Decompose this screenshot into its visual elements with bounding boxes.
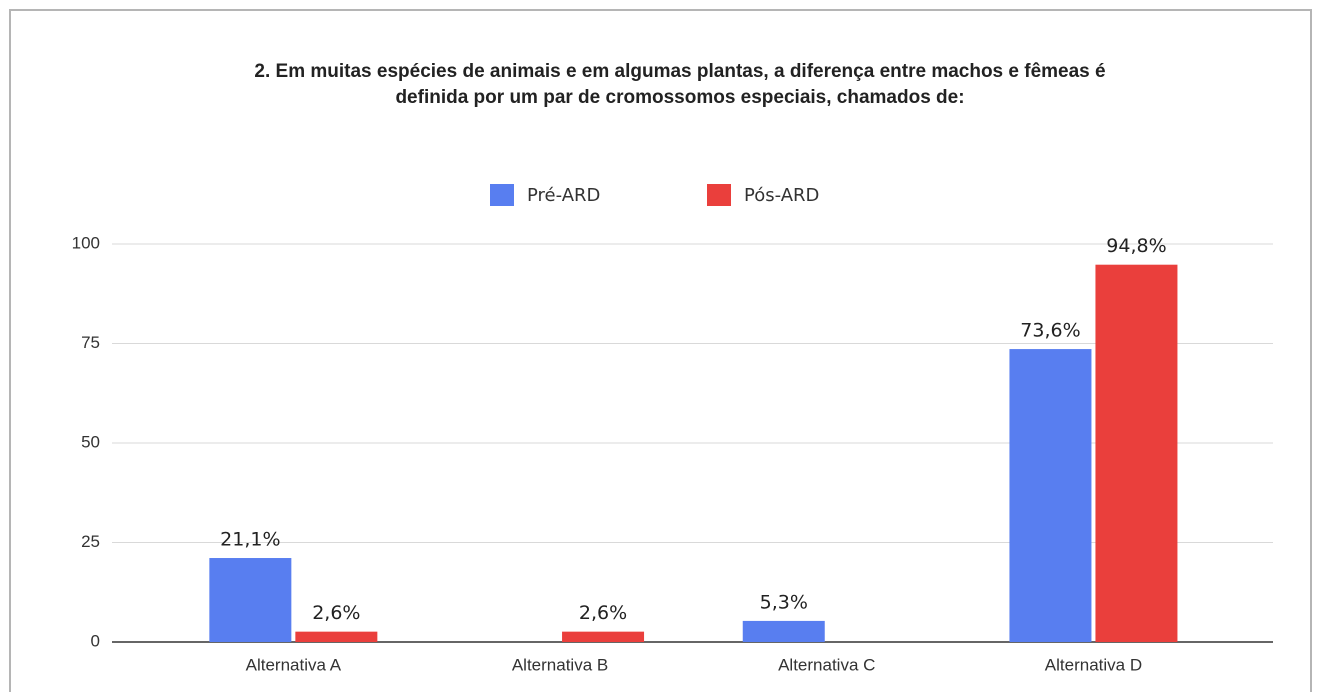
- value-label: 2,6%: [579, 602, 627, 624]
- bar: [209, 558, 292, 642]
- x-tick-label: Alternativa A: [246, 655, 342, 674]
- y-tick-label: 50: [81, 432, 100, 451]
- x-tick-label: Alternativa C: [778, 655, 875, 674]
- bar: [562, 631, 645, 642]
- y-tick-label: 0: [91, 631, 100, 650]
- chart-title: 2. Em muitas espécies de animais e em al…: [254, 61, 1105, 82]
- bar: [295, 631, 378, 642]
- legend-swatch: [707, 184, 731, 206]
- y-tick-label: 75: [81, 333, 100, 352]
- value-label: 73,6%: [1020, 320, 1080, 342]
- x-tick-label: Alternativa D: [1045, 655, 1142, 674]
- bar: [1095, 264, 1178, 642]
- y-tick-label: 100: [72, 233, 100, 252]
- x-tick-label: Alternativa B: [512, 655, 608, 674]
- frame: [9, 9, 1312, 692]
- legend-label: Pós-ARD: [744, 185, 819, 206]
- chart-title: definida por um par de cromossomos espec…: [395, 87, 964, 108]
- value-label: 2,6%: [312, 602, 360, 624]
- legend-swatch: [490, 184, 514, 206]
- value-label: 94,8%: [1106, 235, 1166, 257]
- value-label: 21,1%: [220, 529, 280, 551]
- value-label: 5,3%: [760, 591, 808, 613]
- bar: [1009, 349, 1092, 642]
- y-tick-label: 25: [81, 532, 100, 551]
- legend-label: Pré-ARD: [527, 185, 600, 206]
- bar: [742, 620, 825, 642]
